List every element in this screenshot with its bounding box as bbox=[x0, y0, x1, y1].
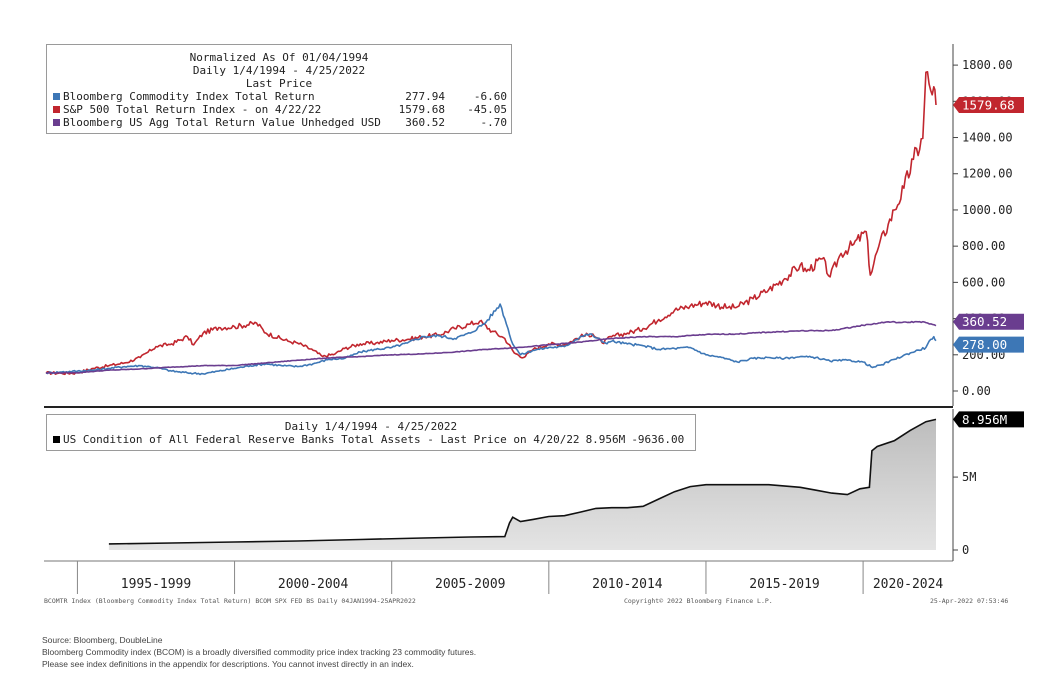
legend-last-agg: 360.52 bbox=[405, 116, 445, 129]
legend-row-agg: Bloomberg US Agg Total Return Value Unhe… bbox=[51, 116, 507, 129]
legend-label-fed: US Condition of All Federal Reserve Bank… bbox=[63, 433, 580, 446]
area-layer bbox=[108, 418, 937, 550]
legend-swatch-commodity bbox=[53, 93, 60, 100]
fed-assets-line bbox=[108, 418, 937, 545]
price-tag-bg bbox=[953, 411, 1024, 428]
top-y-tick-label: 1200.00 bbox=[962, 167, 1013, 181]
x-category-label: 2020-2024 bbox=[873, 577, 944, 592]
meta-right: 25-Apr-2022 07:53:46 bbox=[930, 597, 1009, 605]
top-y-tick-label: 800.00 bbox=[962, 239, 1005, 253]
legend-row-sp500: S&P 500 Total Return Index - on 4/22/22 … bbox=[51, 103, 507, 116]
legend-row-commodity: Bloomberg Commodity Index Total Return 2… bbox=[51, 90, 507, 103]
legend-change-commodity: -6.60 bbox=[473, 90, 507, 103]
series-line-s-p-500-total-return-index bbox=[45, 71, 937, 376]
legend-last-commodity: 277.94 bbox=[405, 90, 445, 103]
price-tags: 1579.68 360.52 278.00 8.956M bbox=[953, 96, 1024, 428]
price-tag: 360.52 bbox=[953, 313, 1024, 330]
legend-last-fed: 8.956M bbox=[585, 433, 626, 446]
price-tag-label: 8.956M bbox=[962, 412, 1007, 427]
price-tag: 278.00 bbox=[953, 336, 1024, 353]
price-tag-label: 360.52 bbox=[962, 314, 1007, 329]
footer-note-1: Bloomberg Commodity index (BCOM) is a br… bbox=[42, 647, 477, 657]
footer-note-2: Please see index definitions in the appe… bbox=[42, 659, 414, 669]
series-line-bloomberg-us-agg-total-return-value-unhedged-usd bbox=[45, 320, 937, 374]
x-category-label: 1995-1999 bbox=[121, 577, 191, 592]
top-legend-header-1: Normalized As Of 01/04/1994 bbox=[189, 51, 369, 64]
bottom-y-tick-label: 5M bbox=[962, 470, 976, 484]
top-y-tick-label: 600.00 bbox=[962, 275, 1005, 289]
meta-center: Copyright© 2022 Bloomberg Finance L.P. bbox=[624, 597, 773, 605]
bottom-y-ticks: 0 5M bbox=[953, 470, 976, 557]
x-category-label: 2010-2014 bbox=[592, 577, 663, 592]
legend-change-agg: -.70 bbox=[480, 116, 508, 129]
legend-last-sp500: 1579.68 bbox=[398, 103, 445, 116]
legend-swatch-fed bbox=[53, 436, 60, 443]
series-layer bbox=[45, 71, 937, 376]
legend-swatch-agg bbox=[53, 119, 60, 126]
legend-change-fed: -9636.00 bbox=[631, 433, 685, 446]
legend-label-agg: Bloomberg US Agg Total Return Value Unhe… bbox=[63, 116, 381, 129]
bottom-legend-header: Daily 1/4/1994 - 4/25/2022 bbox=[284, 420, 458, 433]
price-tag-bg bbox=[953, 336, 1024, 353]
price-tag: 1579.68 bbox=[953, 96, 1024, 113]
bottom-legend: Daily 1/4/1994 - 4/25/2022 US Condition … bbox=[46, 414, 696, 451]
legend-swatch-sp500 bbox=[53, 106, 60, 113]
top-legend-header-3: Last Price bbox=[245, 77, 313, 90]
top-y-tick-label: 1400.00 bbox=[962, 131, 1013, 145]
legend-label-commodity: Bloomberg Commodity Index Total Return bbox=[63, 90, 315, 103]
top-legend-header-2: Daily 1/4/1994 - 4/25/2022 bbox=[192, 64, 366, 77]
legend-row-fed: US Condition of All Federal Reserve Bank… bbox=[51, 433, 691, 446]
x-axis: 1995-1999 2000-2004 2005-2009 2010-2014 2015… bbox=[76, 561, 944, 594]
footer-source: Source: Bloomberg, DoubleLine bbox=[42, 635, 163, 645]
top-y-tick-label: 0.00 bbox=[962, 384, 991, 398]
series-line-bloomberg-commodity-index-total-return bbox=[45, 303, 937, 376]
legend-label-sp500: S&P 500 Total Return Index - on 4/22/22 bbox=[63, 103, 322, 116]
x-category-label: 2005-2009 bbox=[435, 577, 505, 592]
x-category-label: 2000-2004 bbox=[278, 577, 349, 592]
top-y-tick-label: 1000.00 bbox=[962, 203, 1013, 217]
price-tag-bg bbox=[953, 313, 1024, 330]
price-tag-label: 278.00 bbox=[962, 337, 1007, 352]
price-tag-bg bbox=[953, 96, 1024, 113]
legend-change-sp500: -45.05 bbox=[467, 103, 507, 116]
bottom-y-tick-label: 0 bbox=[962, 543, 969, 557]
top-legend: Normalized As Of 01/04/1994 Daily 1/4/19… bbox=[46, 44, 512, 134]
price-tag-label: 1579.68 bbox=[962, 97, 1015, 112]
x-category-label: 2015-2019 bbox=[749, 577, 819, 592]
top-y-tick-label: 1800.00 bbox=[962, 58, 1013, 72]
meta-left: BCOMTR Index (Bloomberg Commodity Index … bbox=[44, 597, 416, 605]
fed-assets-area bbox=[108, 419, 936, 550]
price-tag: 8.956M bbox=[953, 411, 1024, 428]
